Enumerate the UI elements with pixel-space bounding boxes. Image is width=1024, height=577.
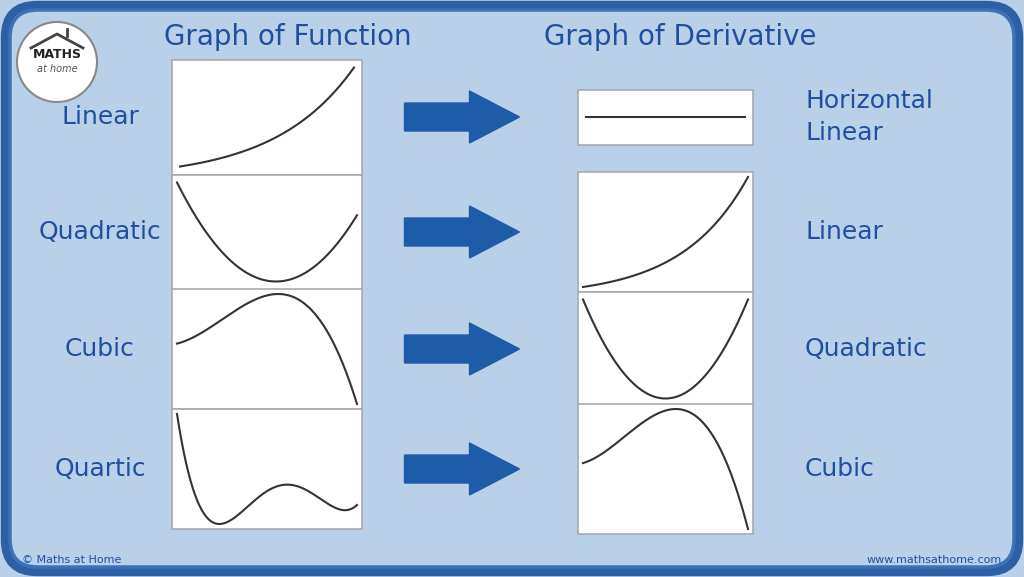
Bar (172, 289, 362, 409)
Text: Cubic: Cubic (66, 337, 135, 361)
Text: www.mathsathome.com: www.mathsathome.com (866, 555, 1002, 565)
Text: Quadratic: Quadratic (805, 337, 928, 361)
Bar (578, 89, 753, 144)
Text: © Maths at Home: © Maths at Home (22, 555, 122, 565)
Text: MATHS: MATHS (33, 47, 82, 61)
Text: Graph of Function: Graph of Function (164, 23, 412, 51)
Text: Quartic: Quartic (54, 457, 145, 481)
Text: Graph of Derivative: Graph of Derivative (544, 23, 816, 51)
Text: at home: at home (37, 64, 78, 74)
Bar (172, 174, 362, 290)
Text: Quadratic: Quadratic (39, 220, 162, 244)
Polygon shape (404, 443, 519, 495)
Bar (578, 172, 753, 292)
Bar (172, 409, 362, 529)
Bar (172, 59, 362, 174)
Polygon shape (404, 323, 519, 375)
Polygon shape (404, 206, 519, 258)
Bar (578, 404, 753, 534)
Text: Cubic: Cubic (805, 457, 874, 481)
Text: Linear: Linear (61, 105, 139, 129)
FancyBboxPatch shape (5, 5, 1019, 572)
FancyBboxPatch shape (10, 10, 1014, 567)
Text: Linear: Linear (805, 220, 883, 244)
Polygon shape (404, 91, 519, 143)
Text: Horizontal
Linear: Horizontal Linear (805, 89, 933, 145)
Circle shape (17, 22, 97, 102)
Bar (578, 291, 753, 407)
